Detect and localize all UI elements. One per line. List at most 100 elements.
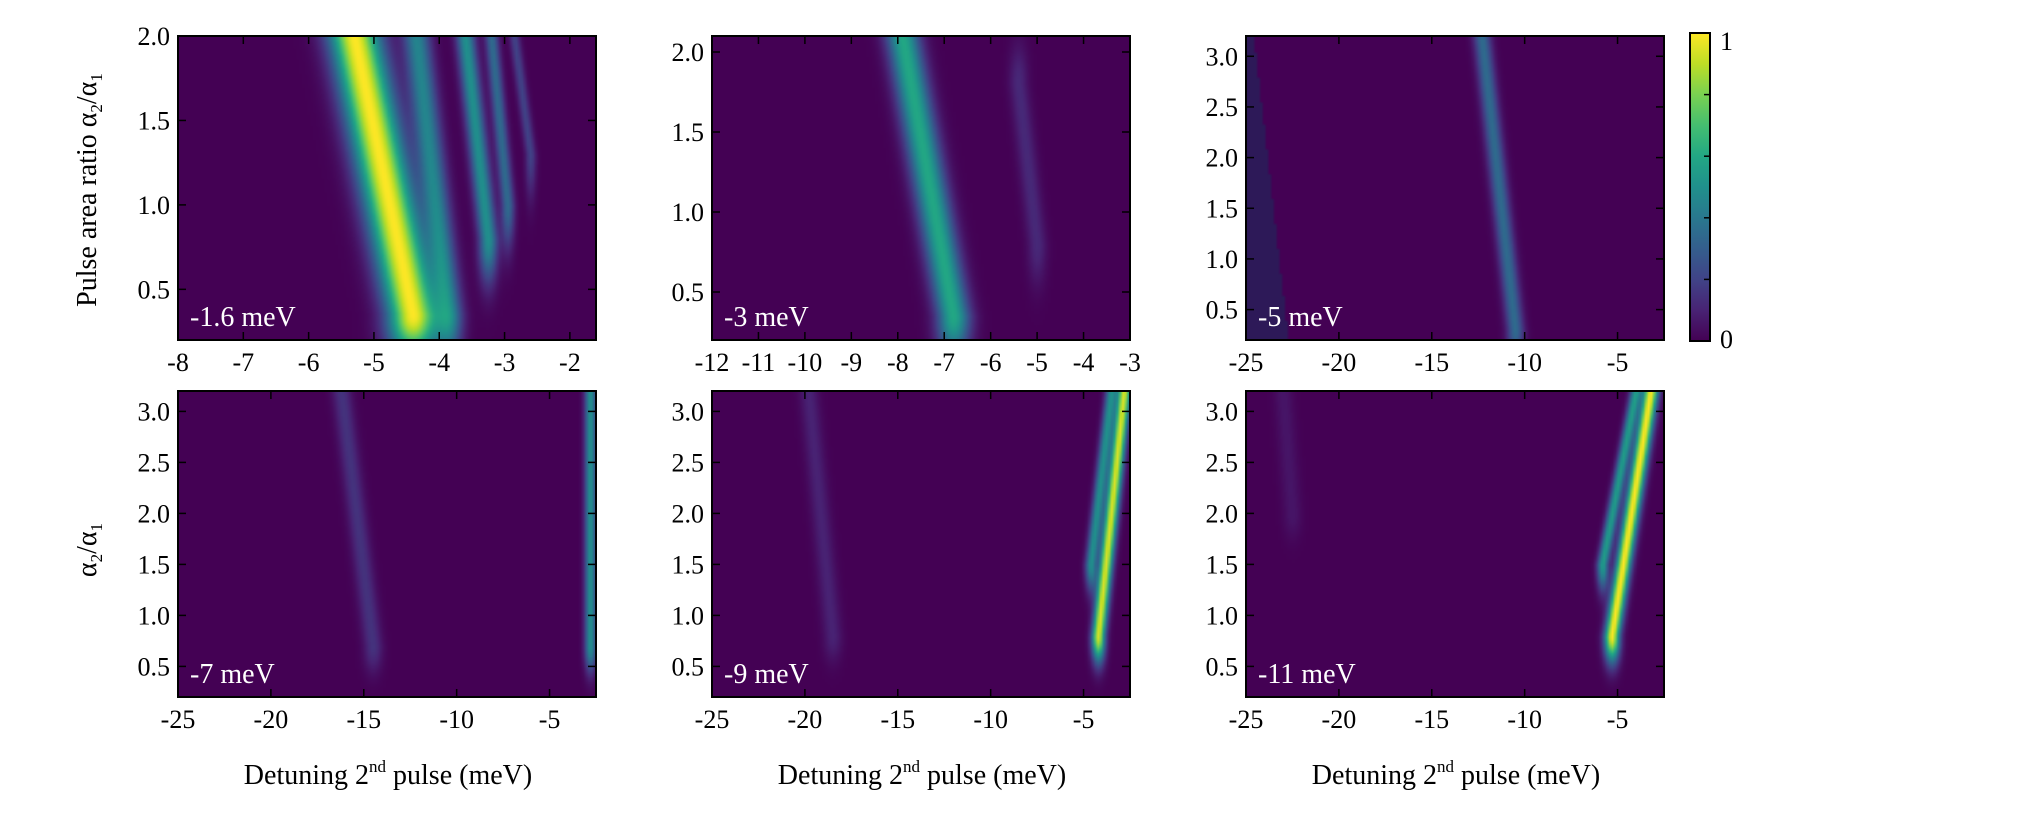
x-axis-label-text: pulse (meV) — [920, 760, 1066, 791]
y-tick-label: 0.5 — [672, 652, 705, 681]
subscript: 1 — [87, 523, 106, 532]
y-tick-label: 1.5 — [1206, 194, 1239, 223]
y-tick-labels: 0.5 1.0 1.5 2.0 — [672, 38, 705, 307]
x-tick-label: -20 — [1322, 705, 1357, 734]
alpha-symbol: /α — [72, 81, 103, 104]
x-tick-label: -5 — [1026, 348, 1048, 377]
colorbar-frame — [1689, 32, 1711, 342]
panel-frame — [711, 390, 1131, 698]
subscript: 2 — [87, 104, 106, 113]
y-tick-label: 3.0 — [1206, 397, 1239, 426]
y-tick-label: 2.5 — [1206, 93, 1239, 122]
heatmap-raster — [712, 391, 1130, 697]
y-tick-labels: 0.5 1.0 1.5 2.0 2.5 3.0 — [138, 397, 171, 681]
y-tick-labels: 0.5 1.0 1.5 2.0 2.5 3.0 — [672, 397, 705, 681]
panel-9-mev: -25 -20 -15 -10 -5 0.5 1.0 1.5 2.0 2.5 3.0 -9 meV — [672, 390, 1131, 734]
y-tick-label: 2.0 — [672, 499, 705, 528]
y-tick-label: 2.0 — [672, 38, 705, 67]
panel-label: -7 meV — [190, 659, 275, 690]
y-tick-labels: 0.5 1.0 1.5 2.0 2.5 3.0 — [1206, 42, 1239, 324]
y-tick-label: 3.0 — [1206, 42, 1239, 71]
y-tick-labels: 0.5 1.0 1.5 2.0 — [138, 22, 171, 304]
x-tick-label: -20 — [788, 705, 823, 734]
panel-label: -11 meV — [1258, 659, 1356, 690]
heatmap-image — [712, 391, 1130, 697]
x-tick-label: -25 — [1229, 705, 1264, 734]
y-axis-label-top: Pulse area ratio α2/α1 — [72, 73, 106, 307]
x-tick-label: -25 — [1229, 348, 1264, 377]
alpha-symbol: /α — [72, 531, 103, 554]
heatmap-raster — [712, 36, 1130, 340]
heatmap-image — [712, 36, 1130, 340]
y-tick-label: 0.5 — [138, 652, 171, 681]
panel-5-mev: -25 -20 -15 -10 -5 0.5 1.0 1.5 2.0 2.5 3.0 -5 meV — [1206, 35, 1665, 377]
x-axis-label-text: pulse (meV) — [386, 760, 532, 791]
x-tick-label: -15 — [346, 705, 381, 734]
x-tick-label: -3 — [494, 348, 516, 377]
x-tick-labels: -25 -20 -15 -10 -5 — [1229, 348, 1629, 377]
alpha-symbol: α — [72, 562, 103, 577]
y-tick-label: 2.5 — [138, 448, 171, 477]
panel-frame — [1245, 390, 1665, 698]
heatmap-raster — [1246, 36, 1664, 340]
y-tick-label: 1.5 — [672, 550, 705, 579]
x-tick-label: -5 — [363, 348, 385, 377]
panel-frame — [177, 35, 597, 341]
heatmap-image — [178, 391, 596, 697]
x-tick-label: -7 — [933, 348, 955, 377]
x-tick-label: -3 — [1119, 348, 1141, 377]
x-axis-label-text: Detuning 2 — [778, 760, 903, 791]
heatmap-raster — [178, 391, 596, 697]
y-tick-label: 0.5 — [672, 278, 705, 307]
x-tick-label: -10 — [1507, 705, 1542, 734]
x-tick-label: -15 — [880, 705, 915, 734]
panel-3-mev: -12 -11 -10 -9 -8 -7 -6 -5 -4 -3 0.5 1.0 1.5 2.0 -3 … — [672, 35, 1141, 377]
y-tick-label: 1.0 — [1206, 601, 1239, 630]
y-tick-label: 1.0 — [1206, 245, 1239, 274]
x-axis-label-text: pulse (meV) — [1454, 760, 1600, 791]
y-tick-label: 1.0 — [138, 191, 171, 220]
heatmap-image — [1246, 36, 1664, 340]
y-tick-label: 2.0 — [138, 22, 171, 51]
x-axis-label-text: Detuning 2 — [244, 760, 369, 791]
x-tick-label: -11 — [742, 348, 776, 377]
x-axis-label-1: Detuning 2nd pulse (meV) — [244, 757, 532, 791]
y-tick-label: 0.5 — [138, 275, 171, 304]
panel-11-mev: -25 -20 -15 -10 -5 0.5 1.0 1.5 2.0 2.5 3.0 -11 me… — [1206, 390, 1665, 734]
x-tick-labels: -12 -11 -10 -9 -8 -7 -6 -5 -4 -3 — [695, 348, 1141, 377]
alpha-symbol: α — [72, 112, 103, 127]
x-tick-label: -5 — [539, 705, 561, 734]
x-tick-label: -8 — [887, 348, 909, 377]
x-tick-labels: -8 -7 -6 -5 -4 -3 -2 — [167, 348, 581, 377]
tick-marks — [1245, 391, 1664, 697]
x-tick-label: -7 — [232, 348, 254, 377]
y-tick-label: 1.0 — [138, 601, 171, 630]
colorbar: 1 0 — [1689, 27, 1733, 354]
x-axis-label-text: Detuning 2 — [1312, 760, 1437, 791]
y-tick-label: 2.0 — [138, 499, 171, 528]
panel-frame — [711, 35, 1131, 341]
x-tick-label: -5 — [1607, 348, 1629, 377]
colorbar-max-label: 1 — [1720, 27, 1733, 56]
tick-marks — [711, 391, 1130, 697]
superscript: nd — [1437, 757, 1455, 776]
superscript: nd — [369, 757, 387, 776]
y-tick-label: 2.5 — [672, 448, 705, 477]
x-tick-label: -10 — [788, 348, 823, 377]
y-tick-label: 3.0 — [672, 397, 705, 426]
x-tick-label: -20 — [254, 705, 289, 734]
tick-marks — [1245, 36, 1664, 340]
y-tick-label: 1.0 — [672, 198, 705, 227]
panel-frame — [177, 390, 597, 698]
x-tick-label: -5 — [1607, 705, 1629, 734]
x-axis-label-3: Detuning 2nd pulse (meV) — [1312, 757, 1600, 791]
tick-marks — [177, 391, 596, 697]
heatmap-image — [1246, 391, 1664, 697]
y-axis-label-bottom: α2/α1 — [72, 523, 106, 577]
x-tick-label: -25 — [161, 705, 196, 734]
heatmap-image — [178, 36, 596, 340]
y-tick-label: 2.5 — [1206, 448, 1239, 477]
y-tick-label: 1.5 — [1206, 550, 1239, 579]
panel-1-6-mev: -8 -7 -6 -5 -4 -3 -2 0.5 1.0 1.5 2.0 -1.6 meV — [138, 22, 597, 377]
